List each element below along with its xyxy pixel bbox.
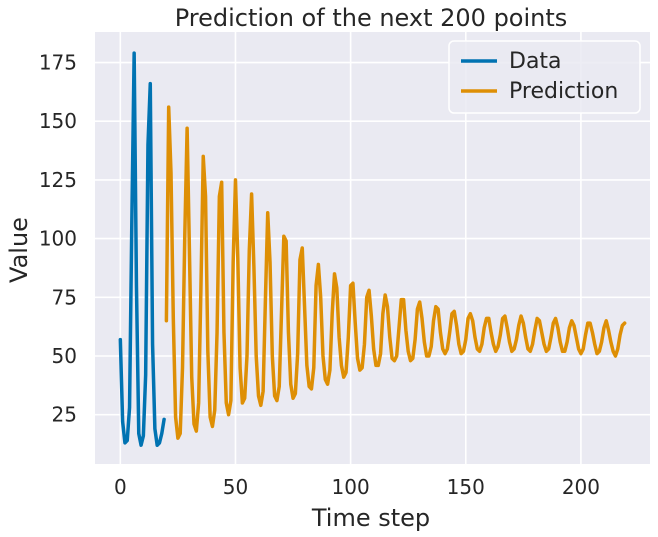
y-tick-label: 175 (39, 51, 77, 75)
x-tick-label: 200 (562, 475, 600, 499)
y-tick-label: 50 (52, 344, 77, 368)
legend-label-prediction: Prediction (509, 79, 618, 104)
series-layer (118, 51, 627, 447)
y-axis-label: Value (5, 217, 33, 283)
y-tick-label: 25 (52, 403, 77, 427)
x-tick-label: 0 (114, 475, 127, 499)
y-tick-label: 150 (39, 109, 77, 133)
y-tick-label: 100 (39, 227, 77, 251)
y-tick-label: 125 (39, 168, 77, 192)
x-axis-label: Time step (311, 504, 430, 532)
legend-label-data: Data (509, 49, 562, 74)
x-tick-label: 150 (447, 475, 485, 499)
series-line-data (118, 51, 166, 447)
chart-title: Prediction of the next 200 points (175, 4, 568, 32)
legend-box (448, 40, 641, 114)
legend: Data Prediction (448, 40, 641, 114)
y-tick-label: 75 (52, 285, 77, 309)
y-tick-labels: 25 50 75 100 125 150 175 (39, 51, 77, 427)
x-tick-label: 100 (332, 475, 370, 499)
series-line-prediction (164, 105, 627, 440)
x-tick-labels: 0 50 100 150 200 (114, 475, 600, 499)
x-tick-label: 50 (223, 475, 248, 499)
